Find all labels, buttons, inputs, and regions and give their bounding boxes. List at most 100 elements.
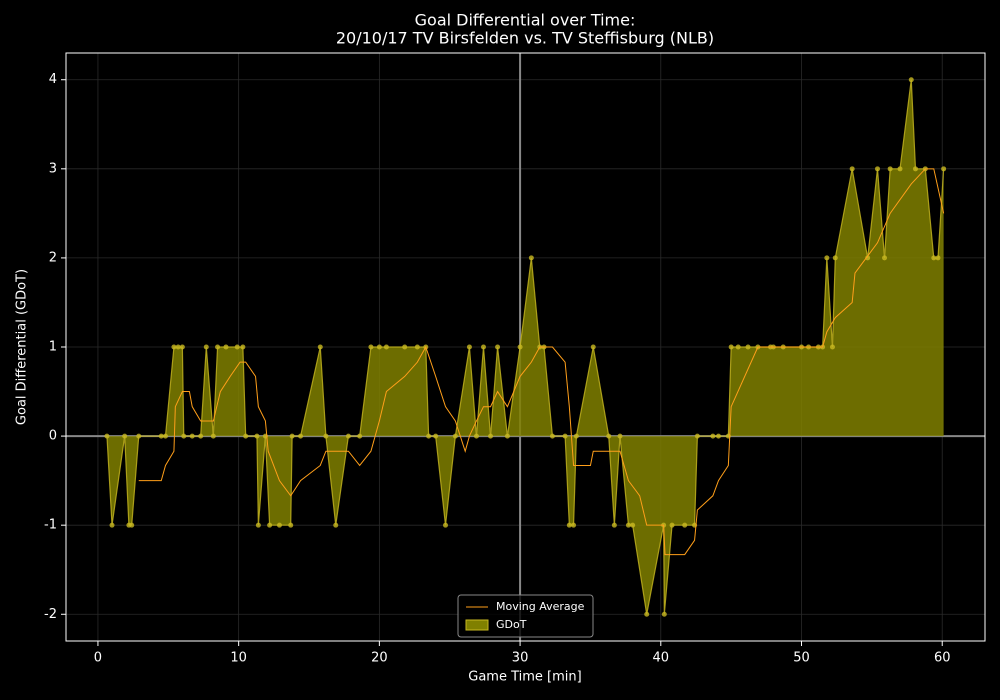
point: [234, 344, 240, 350]
point: [443, 522, 449, 528]
y-tick-label: 2: [49, 250, 57, 265]
point: [590, 344, 596, 350]
point: [223, 344, 229, 350]
legend-box: [457, 594, 594, 638]
x-tick-label: 0: [94, 651, 102, 666]
x-tick-label: 50: [793, 651, 810, 666]
y-tick-label: 4: [49, 72, 57, 87]
point: [175, 344, 181, 350]
point: [368, 344, 374, 350]
point: [504, 433, 510, 439]
point: [317, 344, 323, 350]
point: [617, 433, 623, 439]
point: [644, 611, 650, 617]
legend-swatch: [465, 619, 489, 631]
point: [715, 433, 721, 439]
point: [682, 522, 688, 528]
point: [897, 166, 903, 172]
point: [426, 433, 432, 439]
x-tick-label: 10: [230, 651, 247, 666]
point: [240, 344, 246, 350]
point: [571, 522, 577, 528]
point: [630, 522, 636, 528]
x-axis-label: Game Time [min]: [468, 670, 581, 685]
point: [912, 166, 918, 172]
point: [694, 433, 700, 439]
point: [849, 166, 855, 172]
point: [323, 433, 329, 439]
point: [414, 344, 420, 350]
y-tick-label: -2: [44, 607, 57, 622]
chart-subtitle: 20/10/17 TV Birsfelden vs. TV Steffisbur…: [336, 29, 714, 48]
point: [573, 433, 579, 439]
y-tick-label: 1: [49, 340, 57, 355]
point: [129, 522, 135, 528]
point: [832, 255, 838, 261]
point: [376, 344, 382, 350]
point: [189, 433, 195, 439]
y-tick-label: -1: [44, 518, 57, 533]
point: [298, 433, 304, 439]
point: [383, 344, 389, 350]
point: [562, 433, 568, 439]
point: [882, 255, 888, 261]
point: [466, 344, 472, 350]
point: [433, 433, 439, 439]
legend-label: GDoT: [496, 618, 527, 631]
point: [136, 433, 142, 439]
point: [865, 255, 871, 261]
point: [480, 344, 486, 350]
point: [669, 522, 675, 528]
line: [138, 168, 945, 556]
point: [710, 433, 716, 439]
point: [254, 433, 260, 439]
point: [333, 522, 339, 528]
point: [288, 522, 294, 528]
point: [566, 522, 572, 528]
point: [203, 344, 209, 350]
point: [887, 166, 893, 172]
point: [162, 433, 168, 439]
point: [935, 255, 941, 261]
y-axis-label: Goal Differential (GDoT): [15, 269, 30, 425]
point: [473, 433, 479, 439]
point: [611, 522, 617, 528]
point: [109, 522, 115, 528]
point: [824, 255, 830, 261]
point: [179, 344, 185, 350]
point: [517, 344, 523, 350]
point: [198, 433, 204, 439]
point: [452, 433, 458, 439]
x-tick-label: 30: [512, 651, 529, 666]
x-tick-label: 60: [934, 651, 951, 666]
point: [488, 433, 494, 439]
point: [625, 522, 631, 528]
plot-frame: [65, 52, 986, 642]
point: [171, 344, 177, 350]
point: [874, 166, 880, 172]
point: [745, 344, 751, 350]
point: [549, 433, 555, 439]
point: [267, 522, 273, 528]
point: [276, 522, 282, 528]
chart-title: Goal Differential over Time:: [415, 11, 636, 30]
point: [495, 344, 501, 350]
y-tick-label: 3: [49, 161, 57, 176]
x-tick-label: 20: [371, 651, 388, 666]
point: [255, 522, 261, 528]
point: [122, 433, 128, 439]
point: [289, 433, 295, 439]
point: [181, 433, 187, 439]
legend: Moving Average GDoT: [457, 594, 594, 638]
point: [941, 166, 947, 172]
point: [728, 344, 734, 350]
legend-label: Moving Average: [496, 600, 585, 613]
point: [829, 344, 835, 350]
point: [210, 433, 216, 439]
point: [104, 433, 110, 439]
point: [735, 344, 741, 350]
point: [908, 77, 914, 83]
point: [243, 433, 249, 439]
point: [357, 433, 363, 439]
